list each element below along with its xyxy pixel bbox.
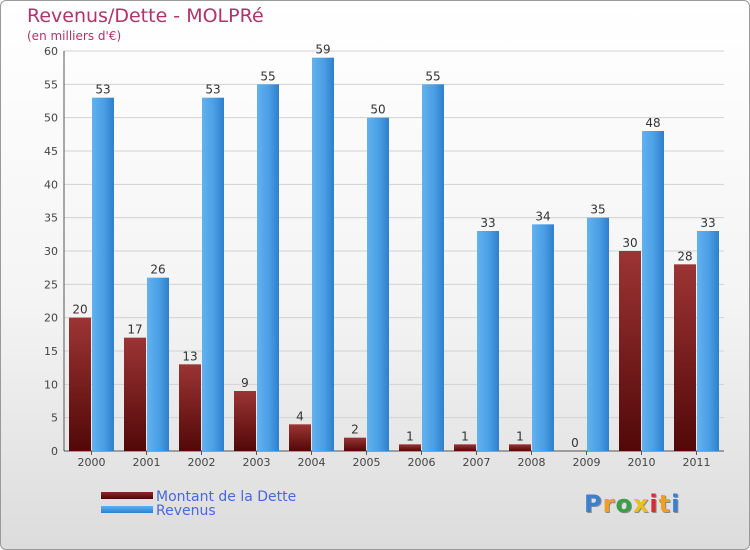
legend-swatch-revenus: [101, 506, 153, 513]
legend-swatch-dette: [101, 492, 153, 499]
chart-title: Revenus/Dette - MOLPRé: [27, 5, 264, 27]
bar-revenus-2006: [422, 84, 444, 451]
data-label-revenus-2009: 35: [590, 203, 605, 217]
data-label-dette-2000: 20: [72, 303, 87, 317]
data-label-dette-2008: 1: [516, 429, 524, 443]
x-tick-label-2004: 2004: [298, 456, 326, 469]
data-label-revenus-2011: 33: [700, 216, 715, 230]
y-tick-label-20: 20: [44, 312, 58, 325]
bar-revenus-2001: [147, 277, 169, 451]
data-label-revenus-2001: 26: [150, 263, 165, 277]
grid-layer: [64, 50, 724, 419]
logo-letter: P: [584, 490, 603, 518]
x-tick-label-2003: 2003: [243, 456, 271, 469]
bar-dette-2004: [289, 424, 311, 451]
bar-revenus-2005: [367, 117, 389, 452]
data-label-revenus-2010: 48: [645, 116, 660, 130]
data-label-revenus-2005: 50: [370, 103, 385, 117]
y-tick-label-40: 40: [44, 178, 58, 191]
data-label-dette-2006: 1: [406, 429, 414, 443]
bar-dette-2011: [674, 264, 696, 451]
x-tick-label-2000: 2000: [78, 456, 106, 469]
bar-revenus-2011: [697, 231, 719, 451]
bar-revenus-2003: [257, 84, 279, 451]
y-tick-label-15: 15: [44, 345, 58, 358]
y-tick-label-50: 50: [44, 112, 58, 125]
x-tick-label-2008: 2008: [518, 456, 546, 469]
logo-letter: r: [602, 490, 616, 518]
bar-dette-2006: [399, 444, 421, 451]
data-label-dette-2002: 13: [182, 349, 197, 363]
bar-dette-2010: [619, 251, 641, 451]
x-tick-label-2001: 2001: [133, 456, 161, 469]
chart-subtitle: (en milliers d'€): [27, 29, 122, 43]
legend-label-dette: Montant de la Dette: [156, 489, 297, 505]
y-tick-label-10: 10: [44, 378, 58, 391]
data-label-revenus-2008: 34: [535, 209, 550, 223]
y-tick-label-45: 45: [44, 145, 58, 158]
y-tick-label-30: 30: [44, 245, 58, 258]
bar-dette-2003: [234, 391, 256, 451]
data-label-revenus-2006: 55: [425, 69, 440, 83]
data-label-revenus-2007: 33: [480, 216, 495, 230]
data-label-revenus-2000: 53: [95, 83, 110, 97]
x-tick-label-2009: 2009: [573, 456, 601, 469]
data-label-dette-2004: 4: [296, 409, 304, 423]
y-tick-label-0: 0: [51, 445, 58, 458]
bar-revenus-2008: [532, 224, 554, 451]
logo-letter: x: [632, 490, 650, 518]
bar-revenus-2009: [587, 217, 609, 451]
y-tick-label-35: 35: [44, 212, 58, 225]
data-label-dette-2001: 17: [127, 323, 142, 337]
bar-layer: [69, 57, 719, 452]
logo-letter: o: [615, 490, 633, 518]
x-tick-label-2002: 2002: [188, 456, 216, 469]
x-tick-label-2010: 2010: [628, 456, 656, 469]
logo-letter: i: [671, 490, 681, 518]
data-label-dette-2011: 28: [677, 249, 692, 263]
bar-dette-2007: [454, 444, 476, 451]
bar-dette-2008: [509, 444, 531, 451]
x-tick-label-2011: 2011: [683, 456, 711, 469]
y-tick-label-55: 55: [44, 78, 58, 91]
data-label-revenus-2003: 55: [260, 69, 275, 83]
x-tick-label-2005: 2005: [353, 456, 381, 469]
proxiti-logo: Proxiti: [584, 490, 680, 518]
legend-label-revenus: Revenus: [156, 503, 216, 519]
y-tick-label-60: 60: [44, 45, 58, 58]
data-label-dette-2007: 1: [461, 429, 469, 443]
label-layer: 20 53 17 26 13 53 9 55 4 59 2 50 1 55 1 33 1 34 0 35 30 48 28 3…: [72, 43, 715, 450]
bar-revenus-2010: [642, 131, 664, 451]
data-label-revenus-2004: 59: [315, 43, 330, 57]
logo-letter: i: [649, 490, 659, 518]
data-label-revenus-2002: 53: [205, 83, 220, 97]
bar-revenus-2002: [202, 97, 224, 452]
bar-dette-2005: [344, 437, 366, 451]
bar-dette-2000: [69, 317, 91, 451]
bar-revenus-2004: [312, 57, 334, 452]
x-tick-label-2006: 2006: [408, 456, 436, 469]
y-tick-label-25: 25: [44, 278, 58, 291]
x-tick-label-2007: 2007: [463, 456, 491, 469]
y-tick-label-5: 5: [51, 412, 58, 425]
bar-dette-2002: [179, 364, 201, 451]
data-label-dette-2003: 9: [241, 376, 249, 390]
data-label-dette-2009: 0: [571, 436, 579, 450]
data-label-dette-2005: 2: [351, 423, 359, 437]
bar-revenus-2007: [477, 231, 499, 451]
logo-letter: t: [658, 490, 672, 518]
data-label-dette-2010: 30: [622, 236, 637, 250]
bar-dette-2001: [124, 337, 146, 451]
bar-revenus-2000: [92, 97, 114, 452]
